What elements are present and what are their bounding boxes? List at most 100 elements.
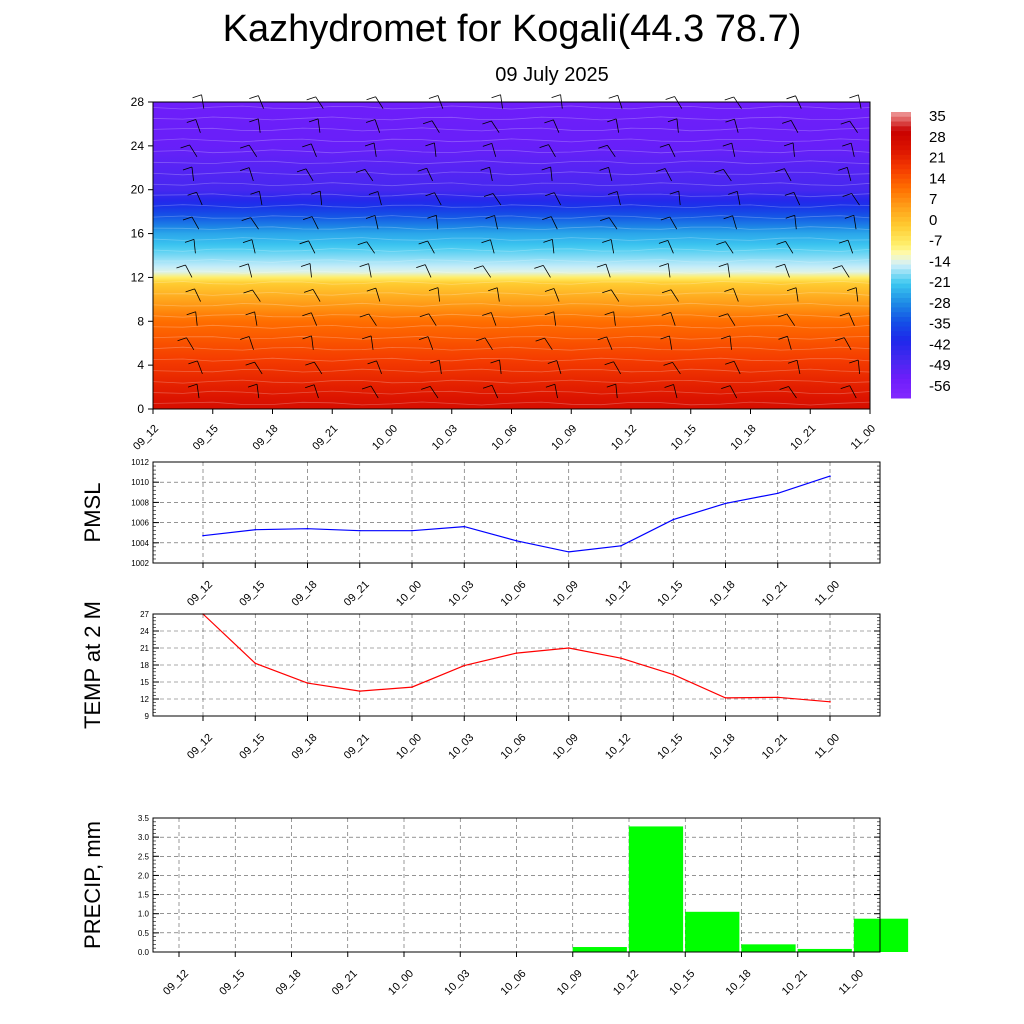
wind-barb-shaft [377,191,382,206]
xtick-label: 10_09 [551,579,581,609]
wind-barb-shaft [194,288,201,302]
heat-contour-line [152,127,871,132]
colorbar-segment [891,159,911,165]
colorbar-segment [891,383,911,389]
wind-barb-shaft [784,264,790,278]
colorbar-label: -49 [929,357,951,374]
wind-barb-flag [366,96,376,101]
heat-contour-line [152,313,871,318]
pmsl-panel: 1002 1004 1006 1008 1010 1012 09_12 09_15 09_18 0… [80,458,881,609]
wind-barb-shaft [733,96,742,109]
wind-barb-shaft [250,217,259,230]
colorbar-label: 0 [929,212,937,229]
data-point [620,545,622,547]
colorbar-label: 7 [929,191,937,208]
wind-barb-flag [247,383,258,388]
xtick-label: 09_15 [217,968,247,998]
wind-barb-shaft [491,143,497,157]
heat-contour-line [152,226,871,231]
wind-barb-flag [184,238,195,243]
colorbar-segment [891,307,911,313]
wind-barb-shaft [312,289,321,302]
wind-barb-flag [544,311,554,316]
wind-barb-shaft [368,263,372,278]
wind-barb-flag [776,240,786,245]
wind-barb-shaft [434,142,437,157]
colorbar-segment [891,231,911,237]
colorbar-segment [891,173,911,180]
wind-barb-shaft [490,239,495,254]
wind-barb-shaft [248,167,254,182]
ytick-label: 1004 [131,539,149,548]
xtick-label: 09_18 [290,732,320,762]
colorbar-label: -14 [929,253,951,270]
xtick-label: 10_21 [780,968,810,998]
wind-barb-flag [245,361,255,366]
wind-barb-flag [598,144,608,149]
wind-barb-shaft [733,361,741,375]
wind-barb-shaft [734,119,739,133]
wind-barb-shaft [317,118,321,133]
wind-barb-shaft [248,336,254,350]
precip-panel: 0.0 0.5 1.0 1.5 2.0 2.5 3.0 3.5 09_12 09_15 09_18 0… [80,814,909,998]
wind-barb-flag [596,263,607,268]
heatmap-panel: 0 4 8 12 16 20 24 28 09_12 09_15 09_18 09_21 10_00 10… [131,94,878,453]
xtick-label: 10_06 [499,968,529,998]
heat-contour-line [152,302,871,307]
wind-barb-shaft [848,312,855,326]
xtick-label: 09_12 [185,732,215,762]
wind-barb-flag [187,383,198,388]
wind-barb-shaft [853,215,857,230]
wind-barb-flag [661,312,671,316]
wind-barb-flag [186,311,196,316]
heat-xtick-label: 09_12 [131,423,161,453]
colorbar-label: 35 [929,108,946,125]
wind-barb-flag [302,143,312,148]
wind-barb-shaft [185,264,193,278]
wind-barb-flag [182,216,193,221]
y-axis-label: TEMP at 2 M [80,601,105,729]
colorbar-segment [891,374,911,380]
colorbar-label: -42 [929,336,951,353]
ytick-label: 15 [140,678,149,687]
heat-ytick-label: 4 [137,358,144,372]
xtick-label: 10_21 [760,579,790,609]
data-point [411,686,413,688]
wind-barb-shaft [434,192,442,206]
heat-xtick-label: 10_18 [729,423,759,453]
wind-barb-shaft [793,192,801,206]
wind-barb-flag [723,215,733,220]
wind-barb-shaft [792,142,795,157]
wind-barb-flag [491,94,501,99]
data-point [306,682,309,684]
colorbar-segment [891,212,911,218]
wind-barb-flag [664,384,674,388]
colorbar-segment [891,316,911,323]
wind-barb-shaft [615,118,620,133]
xtick-label: 10_06 [499,732,529,762]
ytick-label: 1012 [131,458,149,467]
xtick-label: 11_00 [837,968,867,998]
wind-barb-shaft [553,311,557,326]
wind-barb-shaft [542,265,551,278]
wind-barb-flag [430,359,440,364]
xtick-label: 10_18 [708,732,738,762]
xtick-label: 10_12 [603,732,633,762]
colorbar-segment [891,369,911,375]
wind-barb-shaft [606,336,613,350]
ytick-label: 21 [140,644,149,653]
wind-barb-shaft [196,384,200,399]
precip-bar [853,918,909,952]
wind-barb-shaft [254,361,263,375]
wind-barb-flag [239,263,249,268]
wind-barb-flag [300,263,311,267]
wind-barb-shaft [544,337,553,351]
wind-barb-shaft [727,263,731,278]
wind-barb-shaft [308,240,316,254]
xtick-label: 10_03 [446,732,476,762]
plot-frame [152,817,881,953]
wind-barb-shaft [784,168,792,182]
heatmap-field [153,102,870,409]
ytick-label: 18 [140,661,149,670]
